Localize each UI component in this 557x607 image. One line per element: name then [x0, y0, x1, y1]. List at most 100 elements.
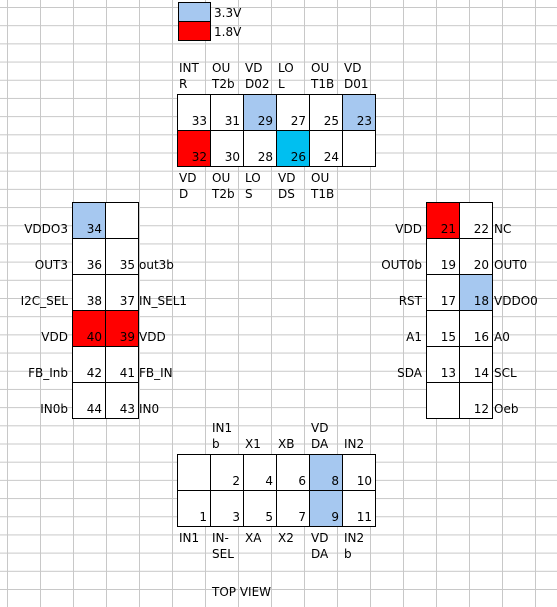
- pin-name-right: IN_SEL1: [139, 294, 188, 308]
- pin-name-right: SCL: [494, 366, 517, 380]
- pin-cell: 28: [243, 130, 277, 167]
- bottom-pin-label-line: VD: [311, 421, 329, 435]
- pin-name-right: out3b: [139, 258, 174, 272]
- pin-name-right: VDD: [139, 330, 166, 344]
- pin-cell: 21: [426, 202, 460, 239]
- bottom-pin-label-line: DA: [311, 437, 329, 451]
- bottom-pin-label-line: IN1: [212, 421, 233, 435]
- pin-cell: 25: [309, 94, 343, 131]
- top-pin-label-line: OU: [311, 61, 330, 75]
- pin-cell: 31: [210, 94, 244, 131]
- top-pin-label-line: OU: [311, 171, 330, 185]
- pin-name-left: RST: [398, 294, 422, 308]
- pin-cell: 1: [177, 490, 211, 527]
- legend-label-3v3: 3.3V: [214, 6, 242, 20]
- pin-cell: 19: [426, 238, 460, 275]
- pin-cell: 26: [276, 130, 310, 167]
- pin-name-left: SDA: [397, 366, 422, 380]
- top-pin-label-line: INT: [179, 61, 199, 75]
- pin-cell: 18: [459, 274, 493, 311]
- pin-cell: 37: [105, 274, 139, 311]
- top-pin-label-line: S: [245, 187, 253, 201]
- pin-cell: 15: [426, 310, 460, 347]
- pin-name-left: I2C_SEL: [20, 294, 68, 308]
- pin-cell: [105, 202, 139, 239]
- pin-cell: 29: [243, 94, 277, 131]
- pin-name-left: VDDO3: [24, 222, 68, 236]
- pin-cell: 27: [276, 94, 310, 131]
- top-pin-label-line: LO: [245, 171, 261, 185]
- pin-cell: 7: [276, 490, 310, 527]
- pin-name-left: VDD: [41, 330, 68, 344]
- pin-cell: 9: [309, 490, 343, 527]
- top-pin-label-line: R: [179, 77, 188, 91]
- pin-cell: 14: [459, 346, 493, 383]
- pin-name-right: OUT0: [494, 258, 528, 272]
- pin-name-right: Oeb: [494, 402, 519, 416]
- pin-cell: 23: [342, 94, 376, 131]
- pin-cell: 35: [105, 238, 139, 275]
- pin-cell: 22: [459, 202, 493, 239]
- pin-cell: 5: [243, 490, 277, 527]
- legend-label-1v8: 1.8V: [214, 25, 242, 39]
- bottom-pin-label-line: b: [344, 547, 352, 561]
- bottom-pin-label-line: b: [212, 437, 220, 451]
- pin-cell: 2: [210, 454, 244, 491]
- top-pin-label-line: OU: [212, 61, 231, 75]
- bottom-pin-label-line: DA: [311, 547, 329, 561]
- pin-name-right: IN0: [139, 402, 160, 416]
- pin-cell: 24: [309, 130, 343, 167]
- pin-cell: 36: [72, 238, 106, 275]
- pin-cell: 40: [72, 310, 106, 347]
- top-pin-label-line: D01: [344, 77, 369, 91]
- top-pin-label-line: VD: [278, 171, 296, 185]
- pin-cell: 32: [177, 130, 211, 167]
- pin-cell: 43: [105, 382, 139, 419]
- legend-swatch-3v3: [178, 2, 211, 22]
- pin-cell: 3: [210, 490, 244, 527]
- bottom-pin-label-line: X1: [245, 437, 261, 451]
- top-pin-label-line: D: [179, 187, 189, 201]
- pin-cell: 12: [459, 382, 493, 419]
- pin-name-left: OUT0b: [381, 258, 422, 272]
- pin-cell: 44: [72, 382, 106, 419]
- bottom-pin-label-line: IN1: [179, 531, 200, 545]
- pin-name-left: OUT3: [34, 258, 68, 272]
- pin-cell: 39: [105, 310, 139, 347]
- pin-cell: 20: [459, 238, 493, 275]
- bottom-pin-label-line: IN-: [212, 531, 229, 545]
- pin-cell: 41: [105, 346, 139, 383]
- bottom-pin-label-line: XB: [278, 437, 295, 451]
- bottom-pin-label-line: IN2: [344, 437, 365, 451]
- pin-name-left: VDD: [395, 222, 422, 236]
- top-pin-label-line: T1B: [311, 187, 335, 201]
- pin-name-right: VDDO0: [494, 294, 538, 308]
- pin-cell: 34: [72, 202, 106, 239]
- bottom-pin-label-line: XA: [245, 531, 262, 545]
- top-pin-label-line: T2b: [212, 187, 235, 201]
- top-pin-label-line: T1B: [311, 77, 335, 91]
- top-pin-label-line: L: [278, 77, 285, 91]
- top-pin-label-line: LO: [278, 61, 294, 75]
- pin-cell: 10: [342, 454, 376, 491]
- pin-cell: 4: [243, 454, 277, 491]
- pin-cell: 38: [72, 274, 106, 311]
- pin-name-right: A0: [494, 330, 510, 344]
- bottom-pin-label-line: SEL: [212, 547, 234, 561]
- pin-cell: 17: [426, 274, 460, 311]
- pin-name-left: FB_Inb: [28, 366, 68, 380]
- bottom-pin-label-line: X2: [278, 531, 294, 545]
- bottom-pin-label-line: VD: [311, 531, 329, 545]
- bottom-pin-label-line: IN2: [344, 531, 365, 545]
- pin-cell: 33: [177, 94, 211, 131]
- pin-cell: 16: [459, 310, 493, 347]
- pin-cell: 42: [72, 346, 106, 383]
- pin-cell: 8: [309, 454, 343, 491]
- top-pin-label-line: D02: [245, 77, 270, 91]
- pin-cell: 11: [342, 490, 376, 527]
- pin-name-right: FB_IN: [139, 366, 173, 380]
- pin-cell: [342, 130, 376, 167]
- pin-name-left: A1: [406, 330, 422, 344]
- pin-cell: [426, 382, 460, 419]
